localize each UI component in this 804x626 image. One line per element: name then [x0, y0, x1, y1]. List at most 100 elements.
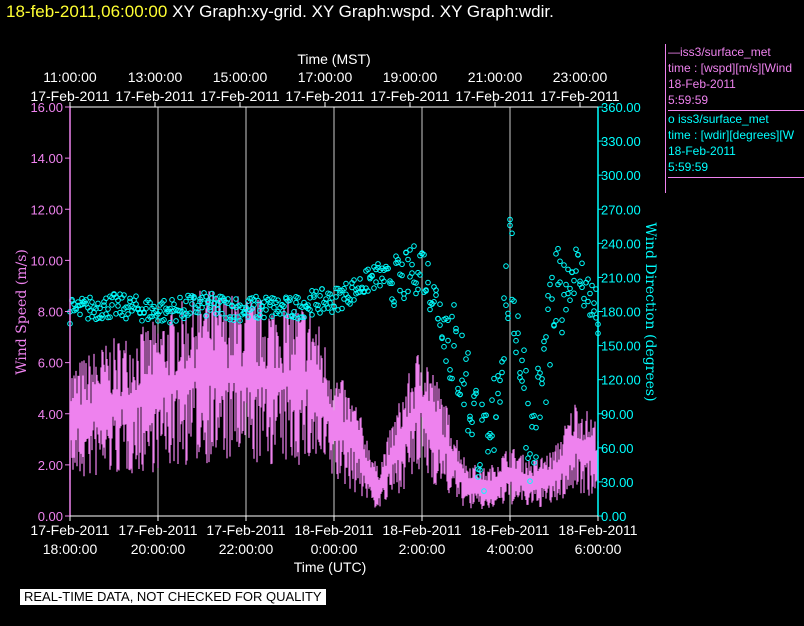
wdir-point — [227, 314, 233, 320]
wdir-point — [409, 270, 415, 276]
x-top-tick-time: 15:00:00 — [213, 69, 268, 85]
wdir-point — [411, 243, 417, 249]
wdir-point — [101, 302, 107, 309]
wdir-point — [405, 288, 411, 295]
wdir-point — [435, 315, 441, 322]
wdir-point — [523, 445, 529, 451]
y-left-tick-label: 16.00 — [30, 100, 63, 115]
wdir-point — [563, 281, 569, 288]
wdir-point — [535, 365, 541, 372]
wdir-point — [451, 343, 457, 349]
wdir-point — [543, 399, 549, 406]
wdir-point — [431, 299, 437, 305]
wdir-point — [581, 302, 587, 309]
wdir-point — [293, 299, 299, 306]
x-bottom-tick-date: 17-Feb-2011 — [118, 522, 197, 538]
wdir-point — [233, 296, 239, 302]
wdir-point — [519, 378, 525, 384]
wdir-point — [453, 328, 459, 335]
wdir-point — [169, 297, 175, 303]
wdir-point — [325, 305, 331, 311]
wdir-point — [305, 302, 311, 308]
wdir-point — [503, 263, 509, 269]
wdir-point — [399, 272, 405, 279]
wdir-point — [559, 329, 565, 336]
wdir-point — [591, 300, 597, 306]
wdir-point — [315, 302, 321, 309]
y-left-tick-label: 0.00 — [38, 509, 63, 524]
wdir-point — [565, 290, 571, 297]
wdir-point — [121, 292, 127, 298]
wdir-point — [277, 311, 283, 317]
y-left-tick-label: 8.00 — [38, 305, 63, 320]
wdir-point — [549, 274, 555, 281]
wdir-point — [203, 313, 209, 319]
wdir-point — [485, 448, 491, 455]
wdir-point — [339, 305, 345, 312]
y-right-tick-label: 330.00 — [601, 134, 641, 149]
wdir-point — [391, 298, 397, 305]
x-bottom-tick-date: 18-Feb-2011 — [382, 522, 461, 538]
wdir-point — [351, 297, 357, 303]
wdir-point — [513, 349, 519, 356]
wdir-point — [365, 288, 371, 294]
y-left-tick-label: 2.00 — [38, 458, 63, 473]
wdir-point — [139, 317, 145, 324]
wdir-point — [555, 245, 561, 252]
wdir-point — [503, 302, 509, 309]
wdir-point — [453, 325, 459, 332]
wdir-point — [509, 230, 515, 237]
wdir-point — [181, 315, 187, 322]
wdir-point — [547, 281, 553, 288]
wdir-point — [549, 296, 555, 302]
wdir-point — [481, 488, 487, 494]
wdir-point — [211, 300, 217, 307]
wdir-point — [545, 292, 551, 299]
x-bottom-tick-time: 18:00:00 — [43, 541, 98, 557]
y-left-tick-label: 14.00 — [30, 151, 63, 166]
x-axis-bottom-label: Time (UTC) — [294, 559, 367, 575]
x-top-tick-time: 21:00:00 — [468, 69, 523, 85]
wdir-point — [433, 292, 439, 298]
wdir-point — [475, 474, 481, 480]
x-top-tick-time: 17:00:00 — [298, 69, 353, 85]
wdir-point — [575, 251, 581, 258]
wdir-point — [527, 451, 533, 457]
wdir-point — [347, 296, 353, 303]
wdir-point — [255, 297, 261, 304]
wdir-point — [443, 358, 449, 364]
wdir-point — [161, 297, 167, 304]
wdir-point — [207, 307, 213, 313]
wdir-point — [427, 306, 433, 313]
y-left-tick-label: 6.00 — [38, 356, 63, 371]
wdir-point — [539, 376, 545, 382]
wdir-point — [537, 370, 543, 376]
wdir-point — [147, 299, 153, 306]
wdir-point — [203, 293, 209, 300]
wdir-point — [489, 433, 495, 439]
wdir-point — [317, 310, 323, 316]
x-bottom-tick-time: 22:00:00 — [219, 541, 274, 557]
wdir-point — [195, 309, 201, 316]
wdir-point — [95, 300, 101, 307]
wdir-point — [87, 294, 93, 301]
wdir-point — [565, 266, 571, 273]
wdir-point — [409, 261, 415, 268]
wdir-point — [245, 314, 251, 320]
wdir-point — [437, 322, 443, 328]
x-top-tick-date: 17-Feb-2011 — [540, 88, 619, 104]
wdir-point — [231, 317, 237, 324]
wdir-point — [237, 317, 243, 324]
wdir-point — [423, 288, 429, 294]
wdir-point — [243, 304, 249, 311]
wdir-point — [501, 356, 507, 362]
wdir-series — [67, 216, 601, 494]
wdir-point — [537, 414, 543, 421]
wdir-point — [545, 306, 551, 313]
wdir-point — [391, 302, 397, 309]
wdir-point — [297, 314, 303, 321]
wdir-point — [515, 330, 521, 337]
wdir-point — [83, 297, 89, 303]
wdir-point — [469, 431, 475, 438]
